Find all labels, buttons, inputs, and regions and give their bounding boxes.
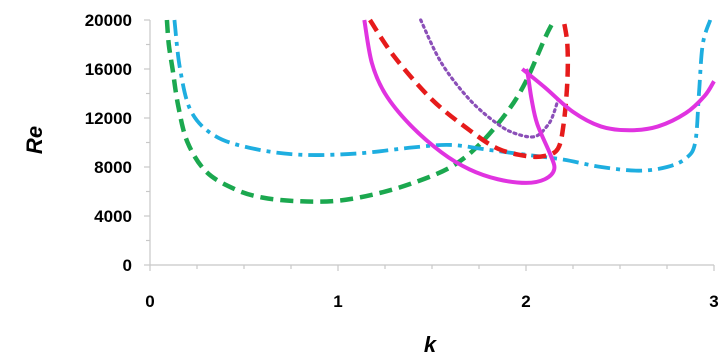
series-layer — [164, 18, 716, 204]
y-tick-label: 16000 — [85, 60, 132, 79]
y-tick-label: 20000 — [85, 11, 132, 30]
x-tick-label: 1 — [333, 292, 342, 311]
series-line-4 — [419, 18, 560, 139]
y-tick-label: 4000 — [94, 207, 132, 226]
series-line-1 — [164, 18, 557, 204]
x-axis-title: k — [424, 332, 438, 357]
series-line-3 — [368, 18, 571, 160]
y-tick-label: 0 — [123, 256, 132, 275]
series-line-6 — [520, 67, 716, 133]
series-line-2 — [172, 19, 713, 173]
series-line-5 — [362, 19, 557, 185]
y-tick-label: 8000 — [94, 158, 132, 177]
x-tick-label: 0 — [145, 292, 154, 311]
y-tick-label: 12000 — [85, 109, 132, 128]
y-axis-title: Re — [22, 126, 47, 154]
x-tick-label: 3 — [709, 292, 718, 311]
axis-ticks — [144, 19, 715, 271]
x-tick-label: 2 — [521, 292, 530, 311]
tick-labels: 0 1 2 3 0 4000 8000 12000 16000 20000 — [85, 11, 719, 311]
